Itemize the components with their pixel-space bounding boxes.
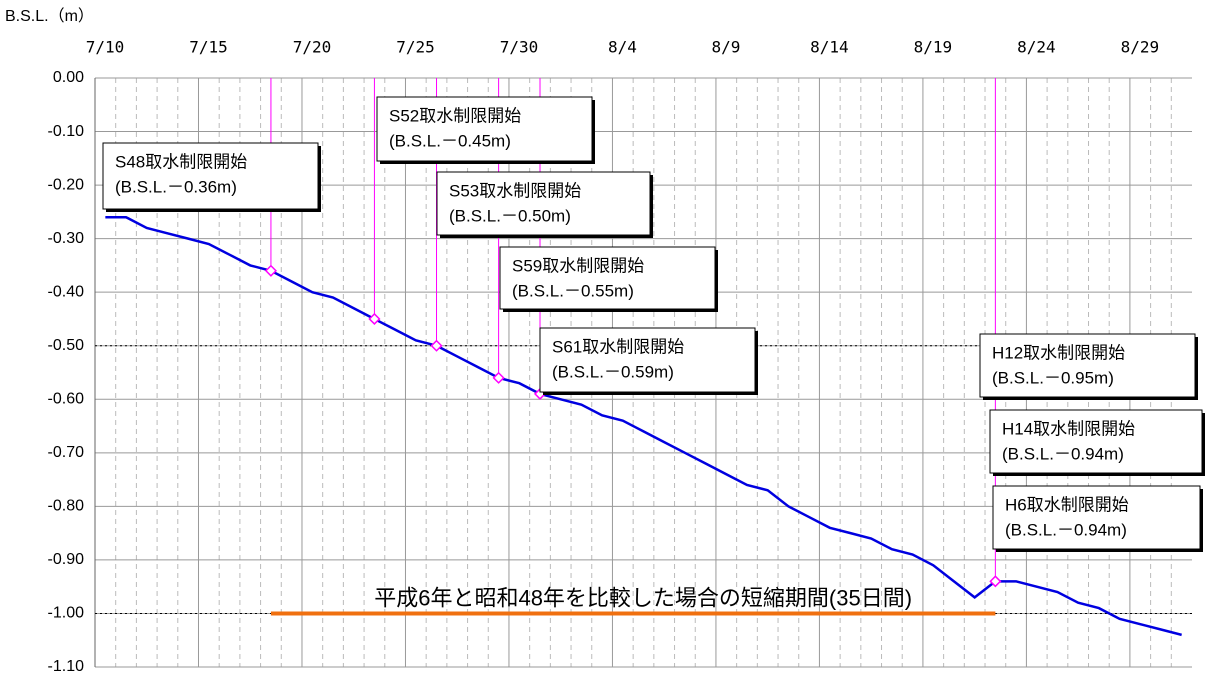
y-tick-label: -0.70: [48, 444, 85, 461]
marker: [989, 575, 1002, 588]
y-tick-label: -1.10: [48, 658, 85, 675]
marker: [264, 264, 277, 277]
marker: [368, 312, 381, 326]
annotation-level: (B.S.L.－0.36m): [115, 177, 237, 196]
annotation-title: S48取水制限開始: [115, 152, 247, 171]
x-tick-label: 7/30: [500, 38, 539, 57]
annotation-level: (B.S.L.－0.94m): [1002, 444, 1124, 463]
period-label: 平成6年と昭和48年を比較した場合の短縮期間(35日間): [374, 585, 912, 610]
annotation-title: H12取水制限開始: [992, 343, 1125, 362]
x-tick-label: 7/10: [86, 38, 125, 57]
annotation-box: [979, 333, 1196, 398]
annotation-title: H14取水制限開始: [1002, 419, 1135, 438]
annotation-level: (B.S.L.－0.94m): [1005, 520, 1127, 539]
y-tick-label: 0.00: [53, 69, 84, 86]
y-tick-label: -0.10: [48, 123, 85, 140]
x-tick-label: 8/24: [1017, 38, 1056, 57]
y-tick-label: -0.40: [48, 283, 85, 300]
marker: [492, 371, 505, 384]
data-line: [105, 215, 1182, 637]
y-tick-label: -0.50: [48, 337, 85, 354]
marker: [430, 339, 443, 352]
annotation-level: (B.S.L.－0.55m): [512, 281, 634, 300]
annotation-level: (B.S.L.－0.59m): [552, 362, 674, 381]
x-tick-label: 8/14: [810, 38, 849, 57]
annotation-title: S53取水制限開始: [449, 181, 581, 200]
annotation-box: [539, 327, 756, 393]
annotation-level: (B.S.L.－0.45m): [389, 131, 511, 150]
x-tick-label: 7/25: [396, 38, 435, 57]
x-tick-label: 7/15: [189, 38, 228, 57]
annotation-box: [989, 409, 1203, 474]
x-tick-label: 7/20: [293, 38, 332, 57]
x-tick-label: 8/9: [711, 38, 740, 57]
x-tick-label: 8/19: [914, 38, 953, 57]
annotation-level: (B.S.L.－0.50m): [449, 206, 571, 225]
annotation-title: H6取水制限開始: [1005, 495, 1129, 514]
y-tick-label: -0.30: [48, 230, 85, 247]
y-tick-label: -0.80: [48, 498, 85, 515]
y-tick-label: -0.60: [48, 390, 85, 407]
annotation-title: S59取水制限開始: [512, 256, 644, 275]
annotation-box: [499, 246, 716, 310]
annotation-box: [376, 96, 593, 162]
annotation-title: S52取水制限開始: [389, 106, 521, 125]
x-tick-label: 8/4: [608, 38, 637, 57]
annotation-box: [992, 485, 1201, 550]
annotation-box: [102, 142, 319, 210]
y-tick-label: -0.20: [48, 176, 85, 193]
y-axis-label: B.S.L.（m）: [5, 7, 94, 25]
y-tick-label: -1.00: [48, 605, 85, 622]
annotation-title: S61取水制限開始: [552, 337, 684, 356]
annotation-level: (B.S.L.－0.95m): [992, 368, 1114, 387]
y-tick-label: -0.90: [48, 551, 85, 568]
x-tick-label: 8/29: [1121, 38, 1160, 57]
annotation-box: [436, 171, 651, 236]
